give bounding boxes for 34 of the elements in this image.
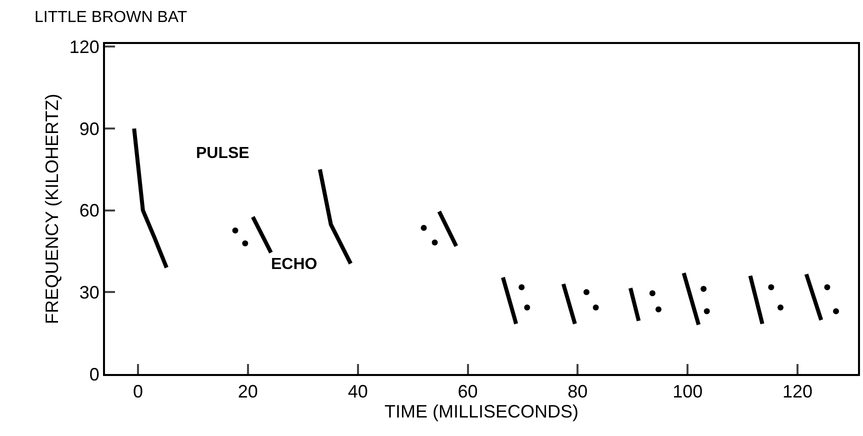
chart-title: LITTLE BROWN BAT <box>34 9 188 26</box>
y-tick-label: 90 <box>79 118 100 139</box>
point <box>518 284 525 290</box>
x-tick-label: 0 <box>132 382 143 402</box>
point <box>700 286 707 292</box>
point <box>420 224 427 231</box>
point <box>768 284 774 290</box>
point <box>242 240 248 246</box>
point <box>649 290 656 296</box>
x-tick-label: 80 <box>568 382 588 402</box>
y-tick-label: 60 <box>79 200 100 221</box>
x-tick-label: 40 <box>348 382 368 402</box>
point <box>824 284 830 290</box>
x-tick-label: 20 <box>238 382 258 402</box>
point <box>592 304 599 310</box>
point <box>232 228 238 234</box>
y-tick-label: 0 <box>89 364 100 384</box>
annotation: PULSE <box>196 145 250 162</box>
x-tick-label: 120 <box>782 382 813 402</box>
y-tick-label: 120 <box>69 37 100 58</box>
point <box>833 308 840 314</box>
line-series <box>132 126 169 270</box>
point <box>655 306 662 312</box>
y-tick-label: 30 <box>79 282 100 302</box>
point <box>524 304 530 310</box>
y-axis-title: FREQUENCY (KILOHERTZ) <box>42 94 62 324</box>
x-tick-label: 60 <box>458 382 478 402</box>
x-axis-title: TIME (MILLISECONDS) <box>384 402 579 422</box>
point <box>778 304 784 310</box>
point <box>583 289 590 296</box>
annotation: ECHO <box>271 256 318 273</box>
point <box>432 240 438 246</box>
x-tick-label: 100 <box>672 382 703 402</box>
point <box>704 308 710 314</box>
